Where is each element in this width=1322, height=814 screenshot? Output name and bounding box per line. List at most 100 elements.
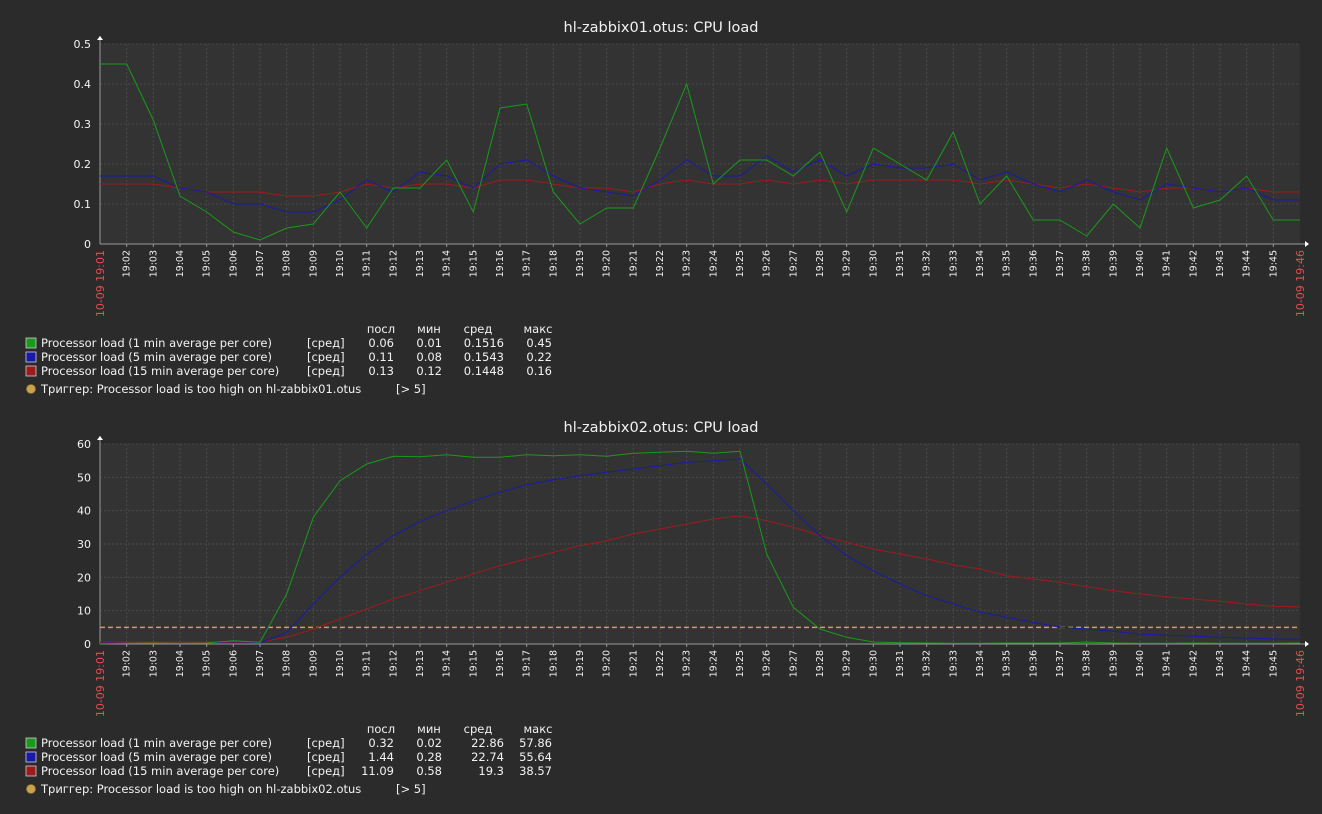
legend-value-last: 0.13 xyxy=(368,364,394,378)
legend-value-max: 55.64 xyxy=(519,750,552,764)
x-tick-label: 19:45 xyxy=(1268,250,1279,277)
y-tick-label: 0.3 xyxy=(74,118,92,131)
x-tick-label: 19:43 xyxy=(1215,250,1226,277)
x-range-end-label: 10-09 19:46 xyxy=(1294,250,1307,317)
x-tick-label: 19:43 xyxy=(1215,650,1226,677)
legend-value-max: 57.86 xyxy=(519,736,552,750)
x-tick-label: 19:17 xyxy=(522,250,533,277)
legend-mode: [сред] xyxy=(307,764,345,778)
x-range-start-label: 10-09 19:01 xyxy=(94,650,107,717)
x-tick-label: 19:07 xyxy=(255,650,266,677)
x-tick-label: 19:12 xyxy=(388,250,399,277)
x-tick-label: 19:31 xyxy=(895,250,906,277)
x-tick-label: 19:20 xyxy=(602,250,613,277)
x-tick-label: 19:33 xyxy=(948,250,959,277)
trigger-legend-condition: [> 5] xyxy=(396,782,426,796)
legend-series-name: Processor load (1 min average per core) xyxy=(41,336,272,350)
x-tick-label: 19:22 xyxy=(655,650,666,677)
x-tick-label: 19:34 xyxy=(975,650,986,677)
x-tick-label: 19:24 xyxy=(708,650,719,677)
y-tick-label: 10 xyxy=(77,605,91,618)
y-tick-label: 0 xyxy=(84,238,91,251)
legend-value-min: 0.12 xyxy=(416,364,442,378)
x-tick-label: 19:39 xyxy=(1108,250,1119,277)
x-tick-label: 19:13 xyxy=(415,650,426,677)
x-tick-label: 19:28 xyxy=(815,250,826,277)
y-tick-label: 40 xyxy=(77,505,91,518)
legend-value-avg: 0.1448 xyxy=(464,364,504,378)
legend-value-avg: 22.86 xyxy=(471,736,504,750)
x-tick-label: 19:36 xyxy=(1028,250,1039,277)
series-line-5min xyxy=(100,155,1300,213)
chart-title: hl-zabbix01.otus: CPU load xyxy=(564,20,759,36)
x-tick-label: 19:16 xyxy=(495,250,506,277)
series-line-15min xyxy=(100,515,1301,643)
legend-swatch xyxy=(25,737,37,749)
legend-header: макс xyxy=(524,322,553,336)
trigger-legend-label: Триггер: Processor load is too high on h… xyxy=(40,782,361,796)
legend-value-last: 0.32 xyxy=(368,736,394,750)
y-tick-label: 0.4 xyxy=(74,78,92,91)
x-tick-label: 19:05 xyxy=(202,250,213,277)
legend-header: сред xyxy=(464,722,493,736)
x-tick-label: 19:31 xyxy=(895,650,906,677)
legend-value-last: 1.44 xyxy=(368,750,394,764)
x-tick-label: 19:03 xyxy=(148,250,159,277)
legend-value-min: 0.58 xyxy=(416,764,442,778)
x-tick-label: 19:37 xyxy=(1055,650,1066,677)
legend-mode: [сред] xyxy=(307,350,345,364)
x-tick-label: 19:39 xyxy=(1108,650,1119,677)
legend-swatch xyxy=(25,337,37,349)
x-tick-label: 19:08 xyxy=(282,650,293,677)
legend-series-name: Processor load (5 min average per core) xyxy=(41,350,272,364)
x-tick-label: 19:17 xyxy=(522,650,533,677)
legend-value-avg: 19.3 xyxy=(478,764,504,778)
x-tick-label: 19:32 xyxy=(922,650,933,677)
legend-header: макс xyxy=(524,722,553,736)
x-tick-label: 19:27 xyxy=(788,650,799,677)
x-tick-label: 19:11 xyxy=(362,250,373,277)
x-tick-label: 19:40 xyxy=(1135,650,1146,677)
x-range-start-label: 10-09 19:01 xyxy=(94,250,107,317)
x-tick-label: 19:38 xyxy=(1082,250,1093,277)
legend-header: мин xyxy=(417,322,441,336)
legend-swatch xyxy=(25,351,37,363)
x-tick-label: 19:41 xyxy=(1162,250,1173,277)
x-tick-label: 19:28 xyxy=(815,650,826,677)
x-tick-label: 19:09 xyxy=(308,650,319,677)
x-tick-label: 19:44 xyxy=(1242,650,1253,677)
cpu-load-graph-zabbix01: hl-zabbix01.otus: CPU load 0 0.1 0.2 0.3 0.4 0… xyxy=(25,20,1309,396)
legend-value-last: 0.11 xyxy=(368,350,394,364)
x-tick-label: 19:34 xyxy=(975,250,986,277)
x-tick-label: 19:14 xyxy=(442,250,453,277)
x-tick-label: 19:02 xyxy=(122,250,133,277)
legend-swatch xyxy=(25,365,37,377)
x-tick-label: 19:15 xyxy=(468,250,479,277)
x-tick-label: 19:19 xyxy=(575,650,586,677)
x-tick-label: 19:25 xyxy=(735,650,746,677)
x-tick-label: 19:12 xyxy=(388,650,399,677)
x-tick-label: 19:06 xyxy=(228,650,239,677)
chart-title: hl-zabbix02.otus: CPU load xyxy=(564,420,759,436)
x-range-end-label: 10-09 19:46 xyxy=(1294,650,1307,717)
y-tick-label: 0.2 xyxy=(74,158,92,171)
x-tick-label: 19:20 xyxy=(602,650,613,677)
legend-value-avg: 0.1516 xyxy=(464,336,504,350)
x-tick-label: 19:26 xyxy=(762,250,773,277)
x-tick-label: 19:04 xyxy=(175,650,186,677)
legend-value-min: 0.01 xyxy=(416,336,442,350)
x-tick-label: 19:30 xyxy=(868,650,879,677)
x-tick-label: 19:23 xyxy=(682,650,693,677)
legend-value-max: 0.16 xyxy=(526,364,552,378)
x-tick-label: 19:29 xyxy=(842,250,853,277)
y-tick-label: 50 xyxy=(77,471,91,484)
x-tick-label: 19:19 xyxy=(575,250,586,277)
x-tick-label: 19:30 xyxy=(868,250,879,277)
x-tick-label: 19:35 xyxy=(1002,250,1013,277)
x-tick-label: 19:13 xyxy=(415,250,426,277)
y-tick-label: 0.5 xyxy=(74,38,92,51)
legend-series-name: Processor load (1 min average per core) xyxy=(41,736,272,750)
x-tick-label: 19:44 xyxy=(1242,250,1253,277)
x-tick-label: 19:08 xyxy=(282,250,293,277)
